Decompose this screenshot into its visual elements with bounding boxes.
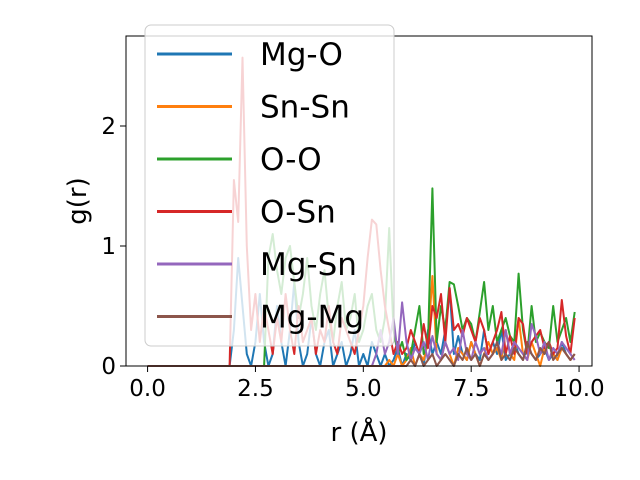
x-axis-label: r (Å) [330, 416, 387, 448]
y-axis-label: g(r) [63, 177, 93, 224]
x-tick-label: 5.0 [345, 376, 382, 402]
x-tick-label: 2.5 [237, 376, 274, 402]
legend-label-5: Mg-Mg [260, 300, 364, 336]
legend-box [144, 24, 395, 347]
series-line-5 [147, 341, 576, 367]
x-tick-label: 7.5 [453, 376, 490, 402]
y-tick-label: 2 [101, 114, 116, 140]
x-axis: 0.0 2.5 5.0 7.5 10.0 [129, 366, 605, 402]
legend: Mg-O Sn-Sn O-O O-Sn Mg-Sn Mg-Mg [144, 24, 395, 347]
x-tick-label: 10.0 [553, 376, 604, 402]
legend-label-2: O-O [260, 142, 322, 178]
legend-label-4: Mg-Sn [260, 247, 357, 283]
x-tick-label: 0.0 [129, 376, 166, 402]
legend-label-3: O-Sn [260, 195, 336, 231]
y-tick-label: 0 [101, 354, 116, 380]
legend-label-1: Sn-Sn [260, 90, 350, 126]
legend-label-0: Mg-O [260, 37, 343, 73]
y-axis: 0 1 2 [101, 114, 126, 380]
y-tick-label: 1 [101, 234, 116, 260]
